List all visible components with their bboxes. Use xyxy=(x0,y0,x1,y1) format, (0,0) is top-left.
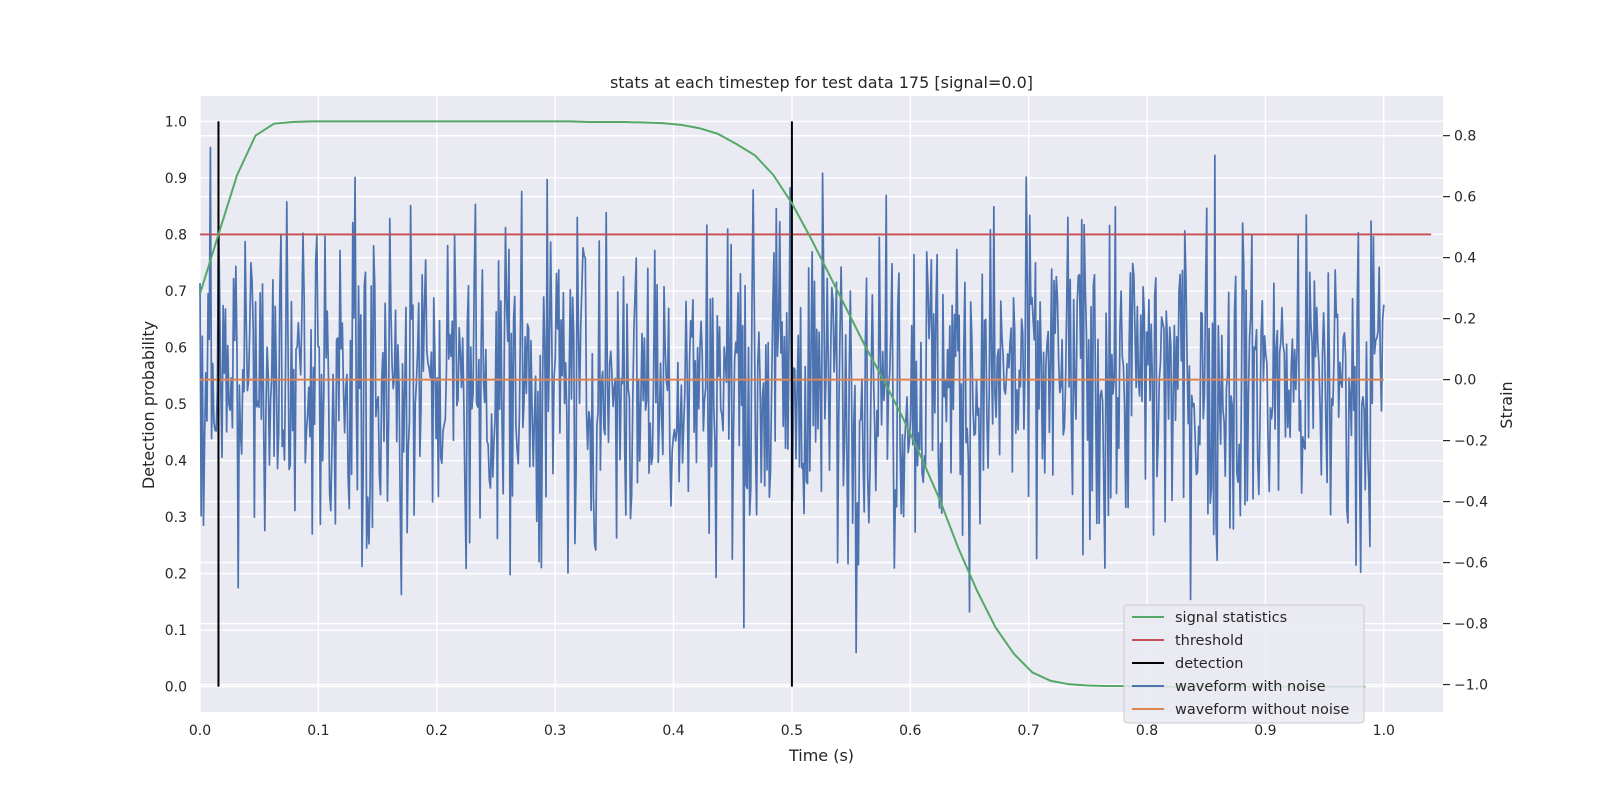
left-y-tick-label: 0.4 xyxy=(165,454,187,470)
x-tick-label: 0.6 xyxy=(899,723,921,739)
legend-label: waveform without noise xyxy=(1175,702,1349,718)
x-tick-label: 0.1 xyxy=(307,723,329,739)
right-y-tick-label: −0.4 xyxy=(1454,495,1488,511)
x-tick-label: 0.0 xyxy=(189,723,211,739)
left-y-tick-label: 0.5 xyxy=(165,397,187,413)
left-y-tick-label: 0.6 xyxy=(165,340,187,356)
legend-label: threshold xyxy=(1175,633,1243,649)
legend: signal statistics threshold detection wavef… xyxy=(1123,604,1365,724)
right-y-tick-label: −0.8 xyxy=(1454,617,1488,633)
legend-box xyxy=(1123,604,1365,724)
right-y-tick-label: −0.6 xyxy=(1454,556,1488,572)
x-axis-ticks: 0.0 0.1 0.2 0.3 0.4 0.5 0.6 0.7 0.8 0.9 1.0 xyxy=(189,723,1395,739)
left-y-tick-label: 0.8 xyxy=(165,227,187,243)
right-y-tick-label: 0.6 xyxy=(1454,190,1476,206)
right-y-tick-label: −1.0 xyxy=(1454,678,1488,694)
x-axis-label: Time (s) xyxy=(788,746,854,765)
left-y-tick-label: 0.1 xyxy=(165,623,187,639)
left-y-tick-label: 0.3 xyxy=(165,510,187,526)
x-tick-label: 0.3 xyxy=(544,723,566,739)
x-tick-label: 0.4 xyxy=(662,723,684,739)
chart-title: stats at each timestep for test data 175… xyxy=(610,73,1033,92)
left-y-axis-ticks: 0.0 0.1 0.2 0.3 0.4 0.5 0.6 0.7 0.8 0.9 1.0 xyxy=(165,114,187,695)
right-y-tick-label: 0.2 xyxy=(1454,312,1476,328)
detection-series xyxy=(217,121,793,687)
legend-label: signal statistics xyxy=(1175,610,1287,626)
left-y-tick-label: 0.0 xyxy=(165,680,187,696)
right-y-tick-label: 0.0 xyxy=(1454,373,1476,389)
legend-label: waveform with noise xyxy=(1175,679,1326,695)
x-tick-label: 0.2 xyxy=(426,723,448,739)
right-y-tick-label: 0.8 xyxy=(1454,129,1476,145)
x-tick-label: 0.9 xyxy=(1254,723,1276,739)
right-y-axis-ticks: −1.0 −0.8 −0.6 −0.4 −0.2 0.0 0.2 0.4 0.6 0.8 xyxy=(1443,129,1488,694)
x-tick-label: 0.5 xyxy=(781,723,803,739)
x-tick-label: 0.7 xyxy=(1018,723,1040,739)
right-y-tick-label: 0.4 xyxy=(1454,251,1476,267)
right-y-tick-label: −0.2 xyxy=(1454,434,1488,450)
left-y-tick-label: 0.9 xyxy=(165,171,187,187)
left-y-tick-label: 0.2 xyxy=(165,567,187,583)
x-tick-label: 0.8 xyxy=(1136,723,1158,739)
left-y-axis-label: Detection probability xyxy=(139,321,158,489)
left-y-tick-label: 1.0 xyxy=(165,114,187,130)
x-tick-label: 1.0 xyxy=(1373,723,1395,739)
right-y-axis-label: Strain xyxy=(1497,381,1516,428)
left-y-tick-label: 0.7 xyxy=(165,284,187,300)
legend-label: detection xyxy=(1175,656,1243,672)
